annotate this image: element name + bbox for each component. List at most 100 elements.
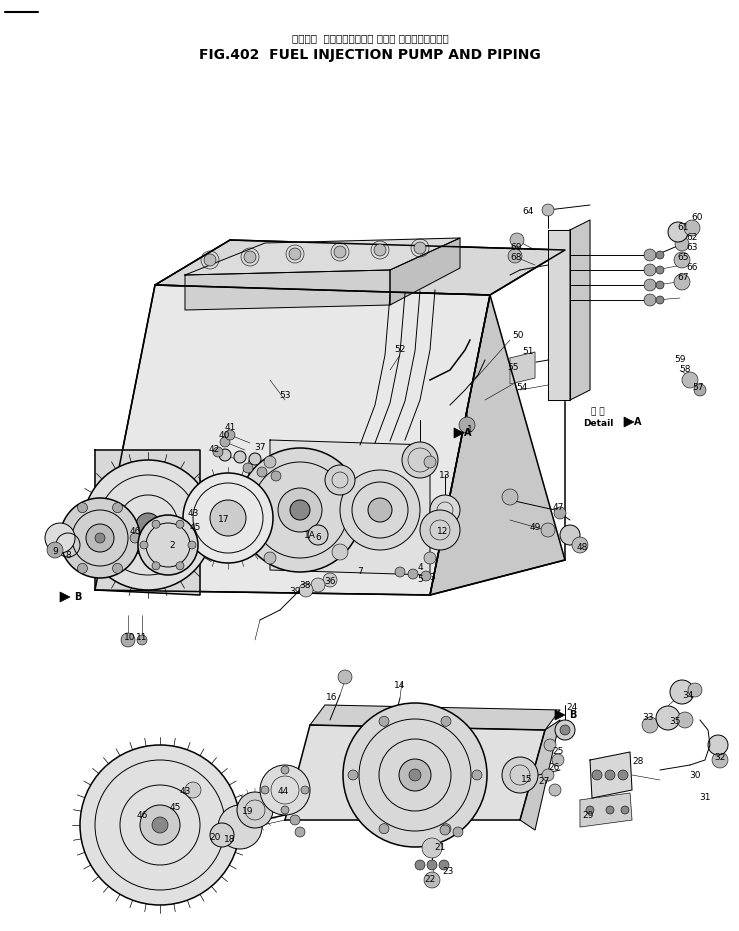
Polygon shape	[390, 238, 460, 305]
Text: 27: 27	[538, 777, 550, 787]
Circle shape	[183, 473, 273, 563]
Text: 12: 12	[437, 528, 449, 536]
Circle shape	[395, 567, 405, 577]
Text: 36: 36	[324, 577, 336, 587]
Circle shape	[264, 456, 276, 468]
Circle shape	[295, 827, 305, 837]
Circle shape	[45, 523, 75, 553]
Circle shape	[422, 838, 442, 858]
Circle shape	[83, 460, 213, 590]
Circle shape	[368, 498, 392, 522]
Text: 20: 20	[209, 833, 221, 843]
Circle shape	[95, 533, 105, 543]
Text: 68: 68	[510, 253, 522, 263]
Circle shape	[644, 264, 656, 276]
Circle shape	[137, 635, 147, 645]
Text: 18: 18	[224, 835, 236, 844]
Text: 31: 31	[699, 793, 711, 803]
Circle shape	[508, 249, 522, 263]
Circle shape	[605, 770, 615, 780]
Text: 62: 62	[687, 234, 698, 242]
Circle shape	[185, 782, 201, 798]
Polygon shape	[95, 285, 490, 595]
Circle shape	[684, 220, 700, 236]
Circle shape	[301, 786, 309, 794]
Text: 21: 21	[435, 843, 446, 852]
Text: 58: 58	[679, 366, 691, 374]
Circle shape	[549, 784, 561, 796]
Text: 25: 25	[552, 748, 564, 757]
Circle shape	[555, 720, 575, 740]
Text: 1A: 1A	[304, 531, 316, 539]
Circle shape	[220, 437, 230, 447]
Circle shape	[260, 765, 310, 815]
Text: Detail: Detail	[583, 419, 613, 427]
Circle shape	[289, 248, 301, 260]
Text: 29: 29	[582, 811, 593, 819]
Circle shape	[210, 500, 246, 536]
Polygon shape	[95, 450, 200, 595]
Polygon shape	[310, 705, 560, 730]
Circle shape	[271, 471, 281, 481]
Circle shape	[176, 520, 184, 528]
Circle shape	[323, 573, 337, 587]
Circle shape	[60, 533, 70, 543]
Text: 1: 1	[467, 425, 473, 435]
Polygon shape	[624, 417, 634, 427]
Circle shape	[682, 372, 698, 388]
Circle shape	[415, 860, 425, 870]
Circle shape	[86, 524, 114, 552]
Circle shape	[237, 792, 273, 828]
Circle shape	[343, 703, 487, 847]
Circle shape	[420, 510, 460, 550]
Circle shape	[694, 384, 706, 396]
Circle shape	[311, 578, 325, 592]
Polygon shape	[555, 710, 565, 720]
Circle shape	[644, 249, 656, 261]
Text: 46: 46	[136, 811, 148, 819]
Text: 64: 64	[522, 208, 534, 217]
Circle shape	[656, 281, 664, 289]
Circle shape	[414, 242, 426, 254]
Circle shape	[675, 237, 689, 251]
Text: フェエル  インジェクション ポンプ およびパイピング: フェエル インジェクション ポンプ およびパイピング	[292, 33, 449, 43]
Text: 28: 28	[633, 758, 644, 766]
Circle shape	[112, 563, 123, 573]
Circle shape	[325, 465, 355, 495]
Polygon shape	[520, 720, 560, 830]
Text: 41: 41	[225, 424, 236, 433]
Text: 52: 52	[395, 345, 406, 355]
Circle shape	[459, 417, 475, 433]
Text: 53: 53	[279, 390, 290, 399]
Circle shape	[554, 507, 566, 519]
Text: 59: 59	[674, 356, 686, 365]
Circle shape	[249, 453, 261, 465]
Circle shape	[47, 542, 63, 558]
Text: 4: 4	[418, 563, 423, 573]
Circle shape	[656, 296, 664, 304]
Text: 33: 33	[642, 713, 654, 722]
Text: 23: 23	[443, 868, 454, 876]
Circle shape	[308, 525, 328, 545]
Circle shape	[668, 222, 688, 242]
Circle shape	[644, 279, 656, 291]
Text: 35: 35	[670, 718, 681, 726]
Circle shape	[670, 680, 694, 704]
Text: 51: 51	[522, 347, 534, 357]
Circle shape	[472, 770, 482, 780]
Text: 54: 54	[517, 384, 528, 393]
Text: 40: 40	[218, 430, 230, 439]
Text: 44: 44	[277, 788, 289, 797]
Text: 60: 60	[691, 213, 703, 223]
Circle shape	[421, 571, 431, 581]
Circle shape	[299, 583, 313, 597]
Circle shape	[281, 806, 289, 814]
Circle shape	[332, 544, 348, 560]
Circle shape	[430, 495, 460, 525]
Circle shape	[677, 712, 693, 728]
Text: 47: 47	[552, 503, 564, 511]
Circle shape	[188, 541, 196, 549]
Circle shape	[176, 561, 184, 570]
Circle shape	[510, 233, 524, 247]
Text: 46: 46	[129, 528, 140, 536]
